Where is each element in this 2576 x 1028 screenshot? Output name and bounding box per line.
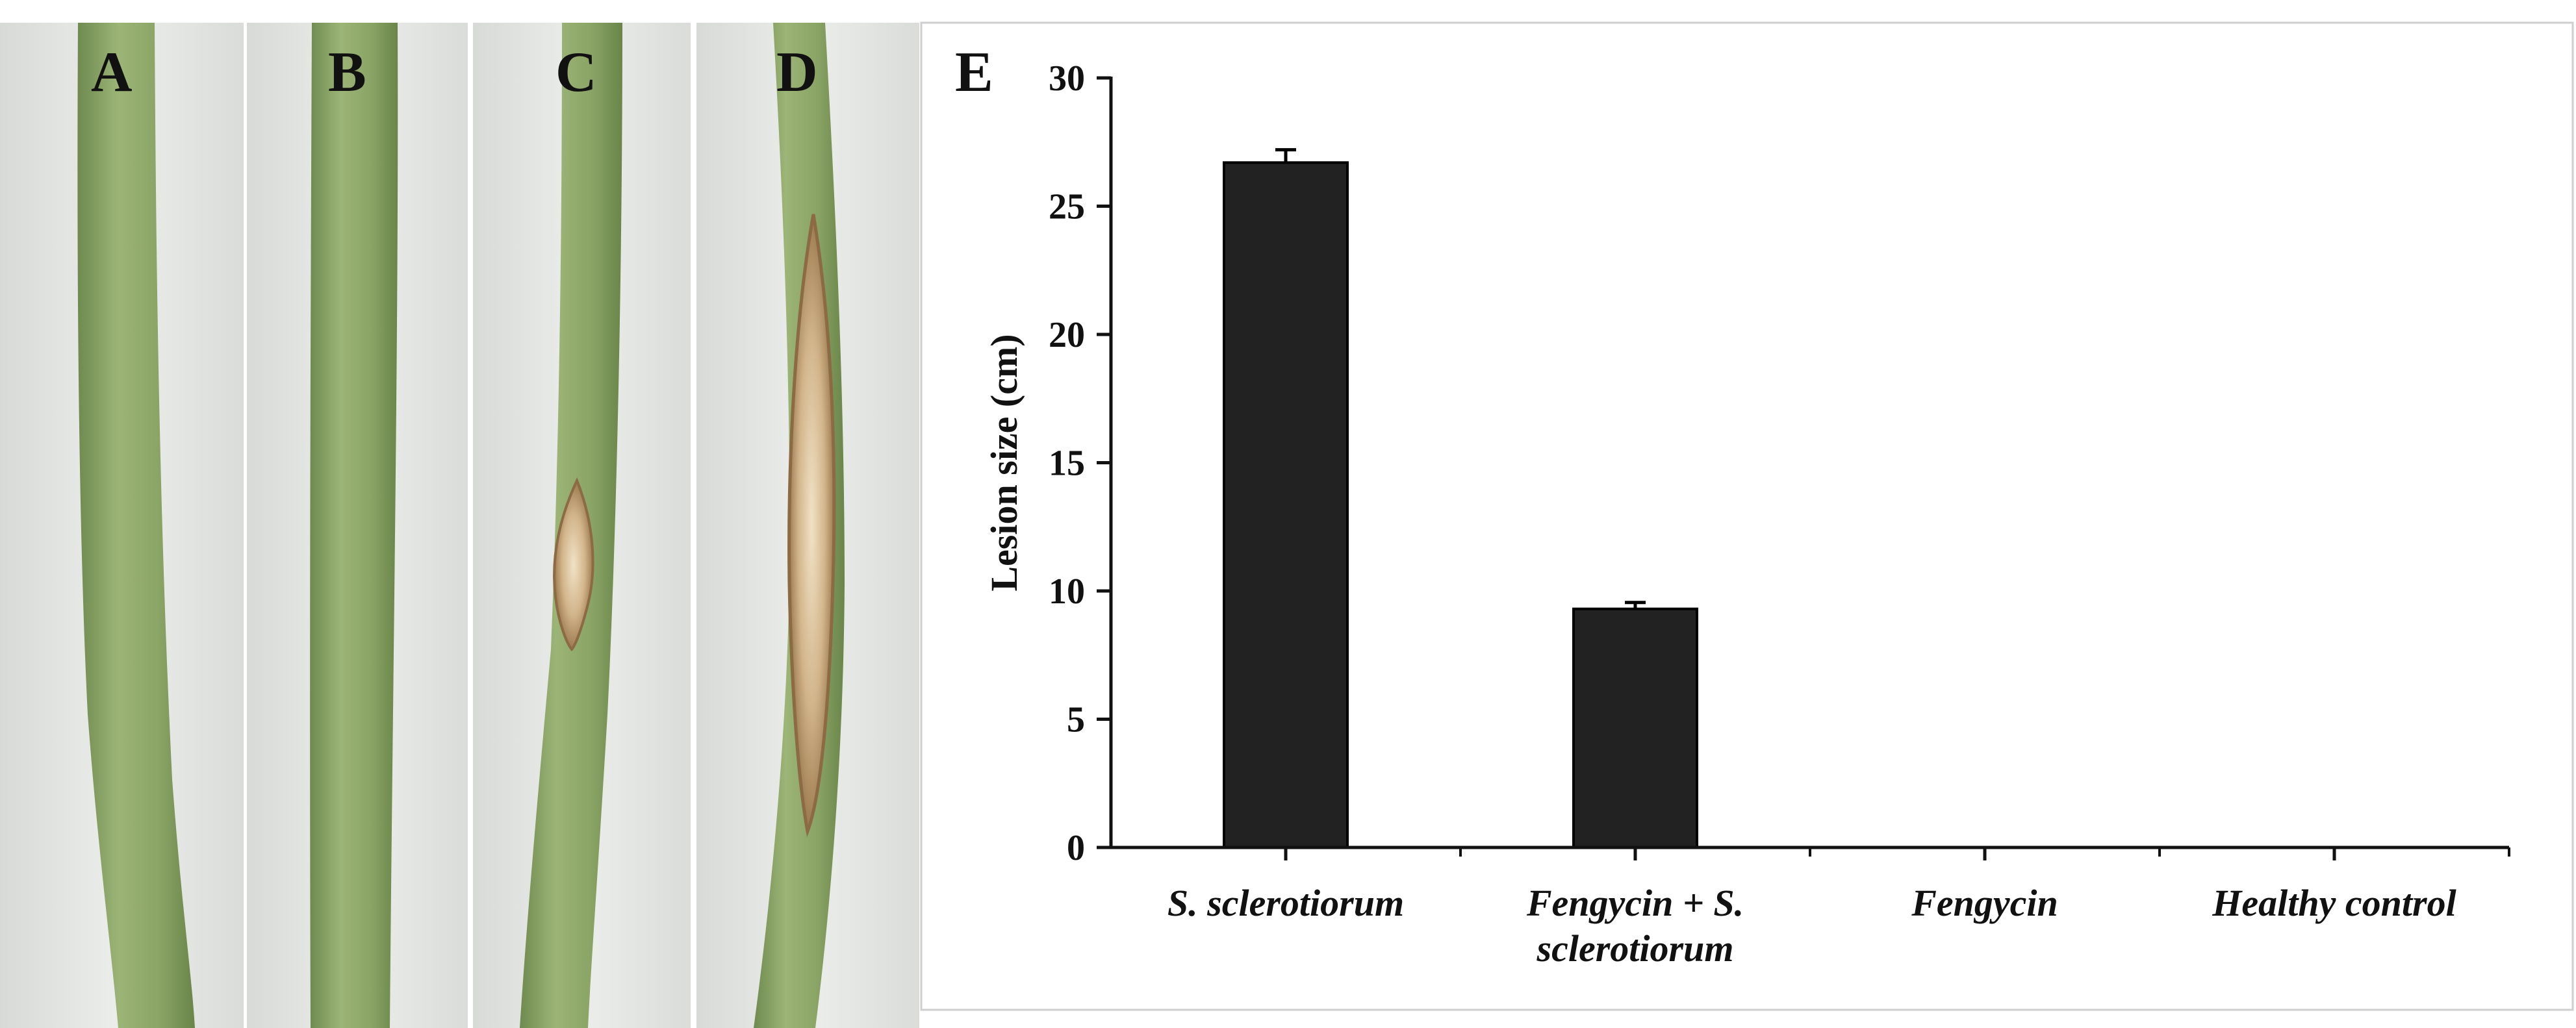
y-tick-label: 20 xyxy=(1049,315,1085,355)
y-tick-label: 25 xyxy=(1049,187,1085,227)
y-tick-label: 10 xyxy=(1049,571,1085,612)
y-tick-label: 5 xyxy=(1067,700,1085,740)
bar xyxy=(1572,607,1698,849)
y-tick-label: 15 xyxy=(1049,444,1085,484)
category-label: S. sclerotiorum xyxy=(1167,882,1404,924)
panel-letter-e: E xyxy=(955,41,993,104)
bar xyxy=(1223,161,1349,849)
photo-panel-b: B xyxy=(247,23,468,1028)
y-axis-title: Lesion size (cm) xyxy=(983,334,1025,591)
panel-letter-a: A xyxy=(91,41,133,104)
error-bars xyxy=(1275,148,1646,609)
lesion-d xyxy=(787,214,836,838)
photo-panel-c: C xyxy=(473,23,691,1028)
y-tick-label: 30 xyxy=(1049,58,1085,99)
lesion-c xyxy=(553,477,594,651)
panel-letter-c: C xyxy=(555,41,597,104)
panel-letter-d: D xyxy=(776,41,818,104)
y-tick-label: 0 xyxy=(1067,828,1085,868)
category-labels: S. sclerotiorum Fengycin + S. sclerotiorum… xyxy=(1167,882,2457,970)
category-label: Fengycin + S. sclerotiorum xyxy=(1526,882,1744,970)
y-axis-ticks: 0 5 10 15 20 25 30 xyxy=(1049,58,1111,868)
category-label: Healthy control xyxy=(2212,882,2456,924)
category-label: Fengycin xyxy=(1911,882,2058,924)
lesion-size-chart: E 0 5 10 15 20 25 30 Lesion size (cm) S. scler… xyxy=(920,21,2574,1011)
photo-panel-d: D xyxy=(696,23,919,1028)
photo-panels: A B C D xyxy=(0,23,919,1028)
panel-letter-b: B xyxy=(328,41,366,104)
photo-panel-a: A xyxy=(0,23,244,1028)
bars xyxy=(1223,161,1698,849)
